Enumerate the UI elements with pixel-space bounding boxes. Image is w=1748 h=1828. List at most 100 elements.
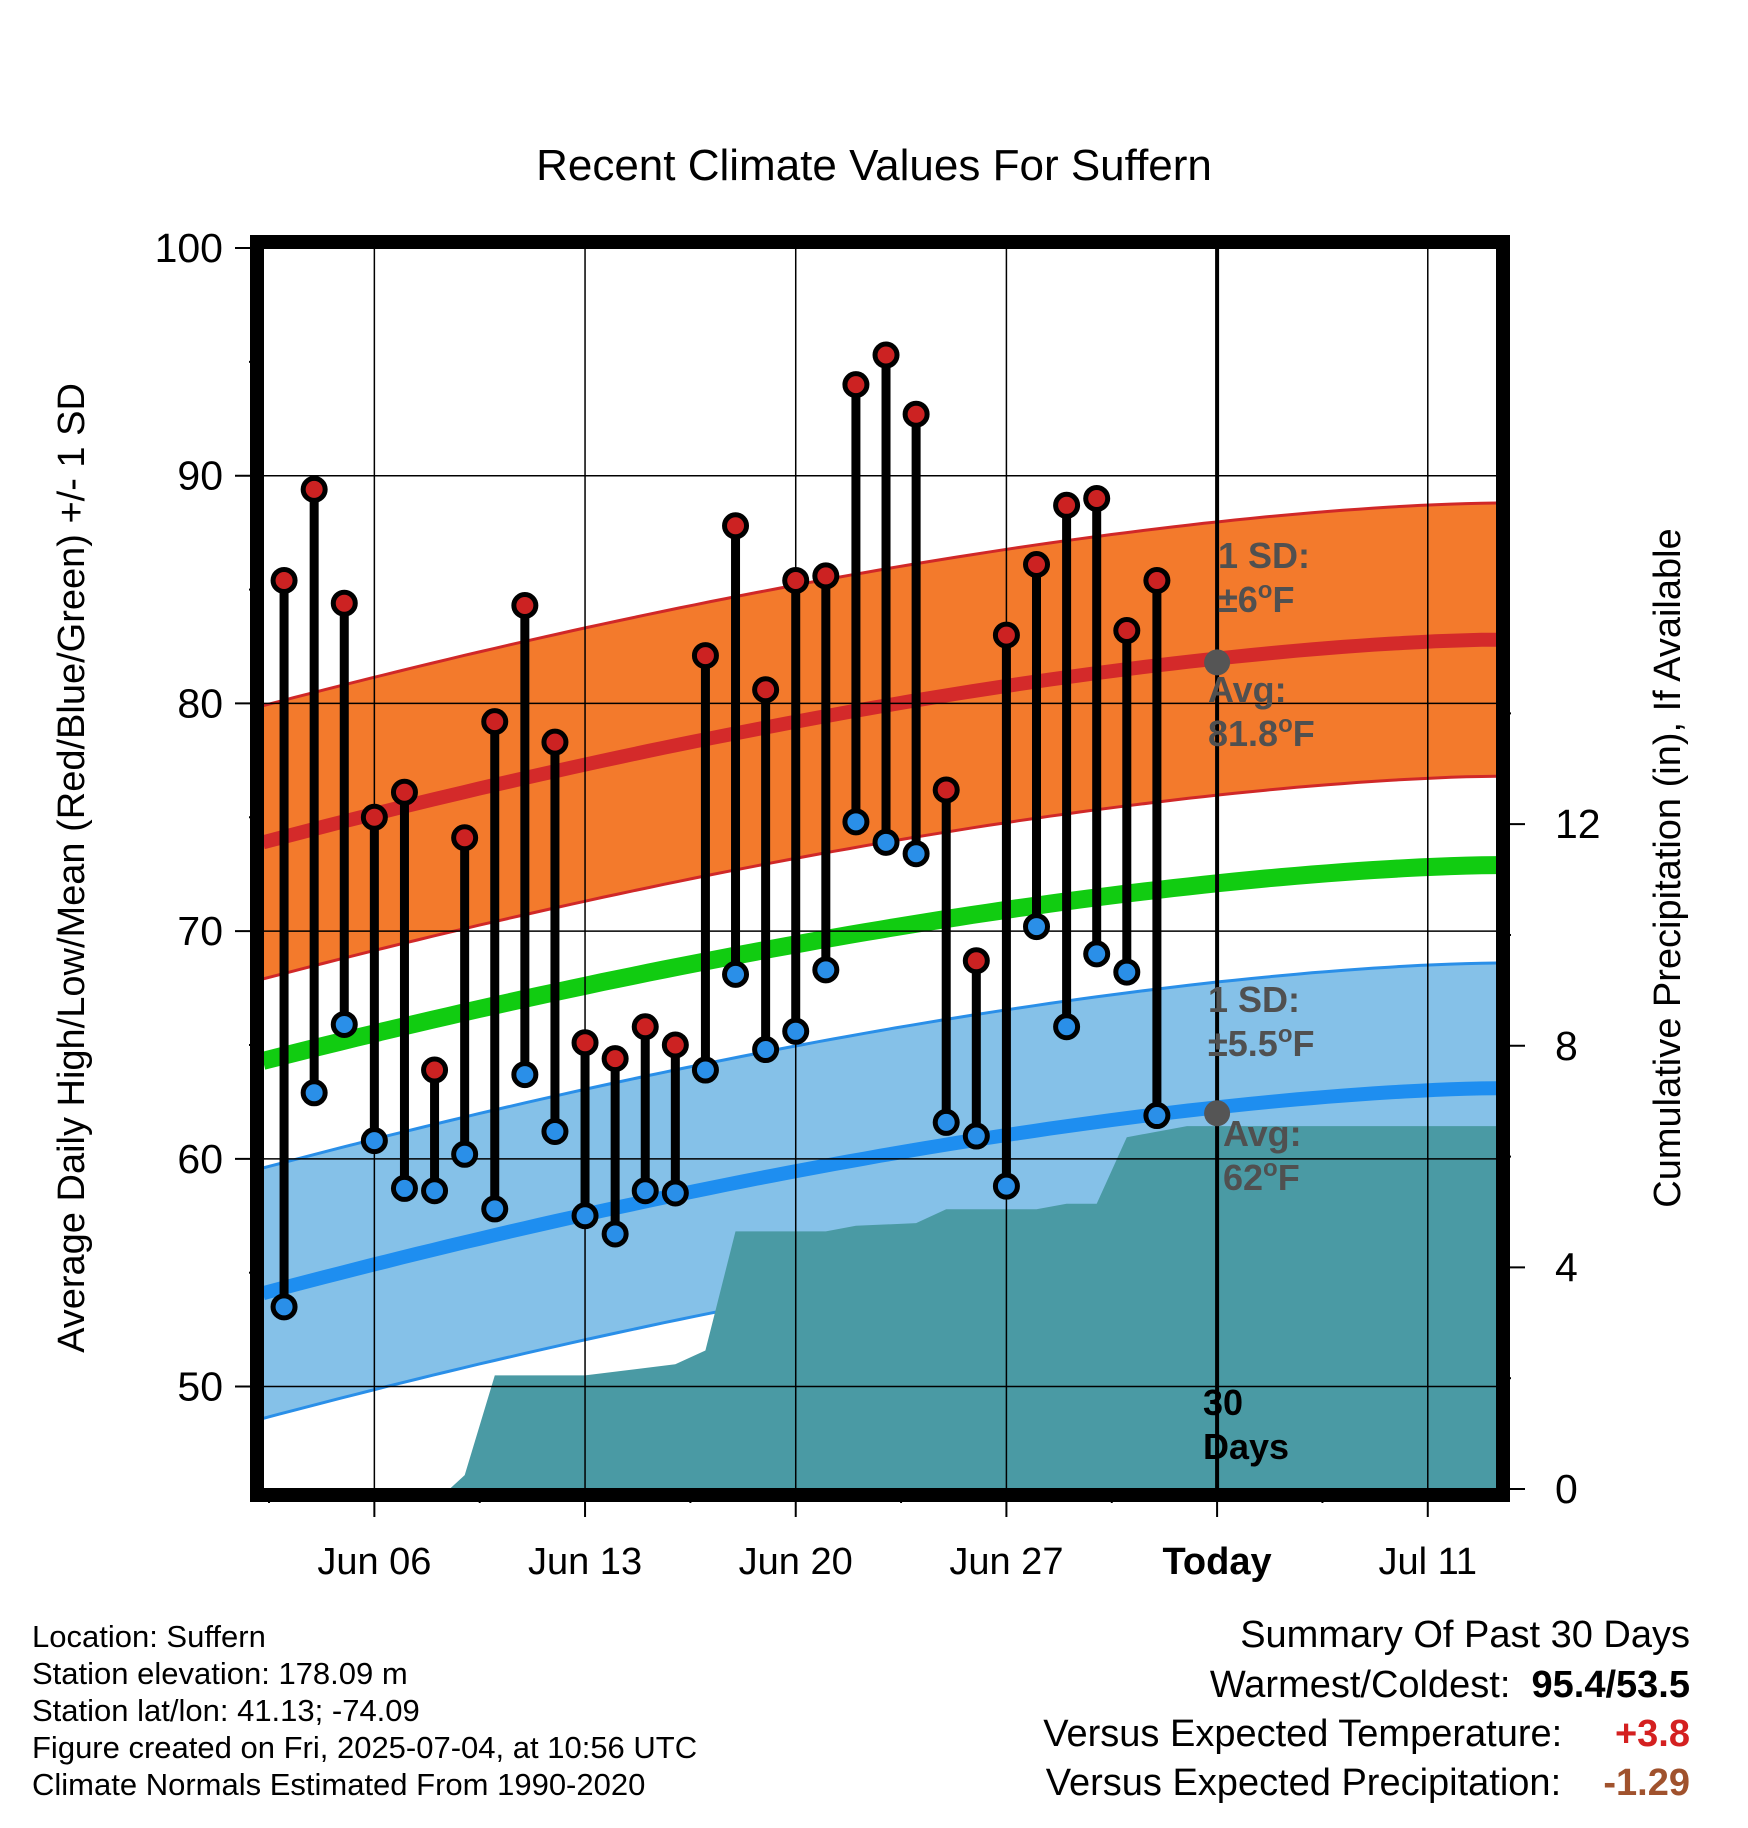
info-created: Figure created on Fri, 2025-07-04, at 10…: [32, 1730, 698, 1765]
low-point: [481, 1195, 509, 1223]
low-point: [872, 828, 900, 856]
x-tick-label: Jun 20: [739, 1541, 853, 1583]
low-point: [390, 1174, 418, 1202]
y2-tick-label: 8: [1555, 1023, 1578, 1069]
high-avg-annotation-line2: 81.8oF: [1208, 711, 1315, 754]
y-tick-label: 100: [155, 225, 223, 271]
high-point: [1083, 484, 1111, 512]
plot-area: [263, 248, 1497, 1489]
low-point: [932, 1108, 960, 1136]
low-point: [962, 1122, 990, 1150]
low-point: [360, 1127, 388, 1155]
high-point: [481, 708, 509, 736]
high-point: [631, 1013, 659, 1041]
today-high-avg-marker: [1204, 649, 1231, 676]
high-point: [752, 676, 780, 704]
high-point: [1023, 551, 1051, 579]
summary-precip-value: -1.29: [1603, 1762, 1690, 1804]
x-axis-label: Day: [840, 1598, 908, 1600]
y2-axis-label: Cumulative Precipitation (in), If Availa…: [1647, 528, 1689, 1207]
high-point: [992, 621, 1020, 649]
low-point: [270, 1293, 298, 1321]
low-sd-annotation-line1: 1 SD:: [1208, 979, 1300, 1020]
high-point: [812, 562, 840, 590]
high-point: [270, 566, 298, 594]
high-sd-annotation-line1: 1 SD:: [1218, 535, 1310, 576]
high-sd-annotation: 1 SD:±6oF: [1218, 535, 1310, 620]
low-avg-annotation-line2: 62oF: [1223, 1155, 1300, 1198]
summary-temp-label: Versus Expected Temperature:: [1043, 1713, 1563, 1755]
high-point: [421, 1056, 449, 1084]
high-sd-band: [263, 503, 1497, 979]
precipitation-area: [263, 1126, 1497, 1489]
climate-chart: Recent Climate Values For Suffern Day Aver…: [51, 141, 1689, 1600]
window-label-unit: Days: [1203, 1426, 1289, 1467]
low-point: [1113, 958, 1141, 986]
low-point: [571, 1202, 599, 1230]
info-location: Location: Suffern: [32, 1619, 266, 1654]
low-point: [842, 808, 870, 836]
low-point: [752, 1036, 780, 1064]
low-point: [601, 1220, 629, 1248]
low-avg-annotation-line1: Avg:: [1223, 1113, 1302, 1154]
low-point: [541, 1118, 569, 1146]
high-point: [1113, 617, 1141, 645]
y-tick-label: 50: [177, 1364, 223, 1410]
y2-tick-label: 0: [1555, 1466, 1578, 1512]
high-point: [661, 1031, 689, 1059]
window-label-number: 30: [1203, 1382, 1243, 1423]
y-tick-label: 70: [177, 908, 223, 954]
high-point: [390, 778, 418, 806]
x-tick-label: Jun 06: [317, 1541, 431, 1583]
high-point: [601, 1045, 629, 1073]
low-point: [902, 840, 930, 868]
low-avg-annotation: Avg:62oF: [1223, 1113, 1302, 1198]
y-tick-label: 80: [177, 680, 223, 726]
high-point: [691, 642, 719, 670]
low-point: [1083, 940, 1111, 968]
low-normal-line: [263, 1081, 1497, 1300]
y-tick-label: 60: [177, 1136, 223, 1182]
summary-temp-value: +3.8: [1614, 1713, 1690, 1755]
low-point: [1143, 1102, 1171, 1130]
high-point: [451, 824, 479, 852]
low-point: [722, 960, 750, 988]
summary-temp-row: Versus Expected Temperature: +3.8: [1043, 1713, 1690, 1756]
x-tick-label: Jul 11: [1378, 1541, 1477, 1583]
low-sd-annotation-line2: ±5.5oF: [1208, 1021, 1314, 1064]
high-point: [842, 371, 870, 399]
summary-warmest-row: Warmest/Coldest: 95.4/53.5: [1210, 1664, 1690, 1707]
low-point: [300, 1079, 328, 1107]
high-point: [782, 566, 810, 594]
low-sd-band: [263, 963, 1497, 1419]
summary-precip-row: Versus Expected Precipitation: -1.29: [1046, 1762, 1690, 1805]
high-sd-annotation-line2: ±6oF: [1218, 577, 1294, 620]
high-point: [330, 589, 358, 617]
high-point: [541, 728, 569, 756]
x-tick-label: Jun 27: [949, 1541, 1063, 1583]
high-point: [511, 591, 539, 619]
high-point: [1053, 491, 1081, 519]
low-point: [1023, 913, 1051, 941]
y-tick-label: 90: [177, 453, 223, 499]
x-tick-label: Today: [1163, 1541, 1272, 1583]
high-sd-upper-line: [263, 501, 1497, 708]
low-point: [992, 1172, 1020, 1200]
high-point: [360, 803, 388, 831]
summary-warmest-label: Warmest/Coldest:: [1209, 1664, 1511, 1706]
summary-heading: Summary Of Past 30 Days: [1240, 1614, 1690, 1656]
chart-title: Recent Climate Values For Suffern: [536, 141, 1212, 190]
high-avg-annotation: Avg:81.8oF: [1208, 669, 1315, 754]
high-point: [722, 512, 750, 540]
high-point: [962, 947, 990, 975]
y2-tick-label: 4: [1555, 1244, 1578, 1290]
info-latlon: Station lat/lon: 41.13; -74.09: [32, 1693, 420, 1728]
station-info: Location: Suffern Station elevation: 178…: [32, 1618, 697, 1803]
high-point: [1143, 566, 1171, 594]
summary-warmest-value: 95.4/53.5: [1531, 1664, 1690, 1706]
high-point: [872, 341, 900, 369]
x-tick-label: Jun 13: [528, 1541, 642, 1583]
low-point: [691, 1056, 719, 1084]
low-point: [421, 1177, 449, 1205]
low-sd-annotation: 1 SD:±5.5oF: [1208, 979, 1314, 1064]
